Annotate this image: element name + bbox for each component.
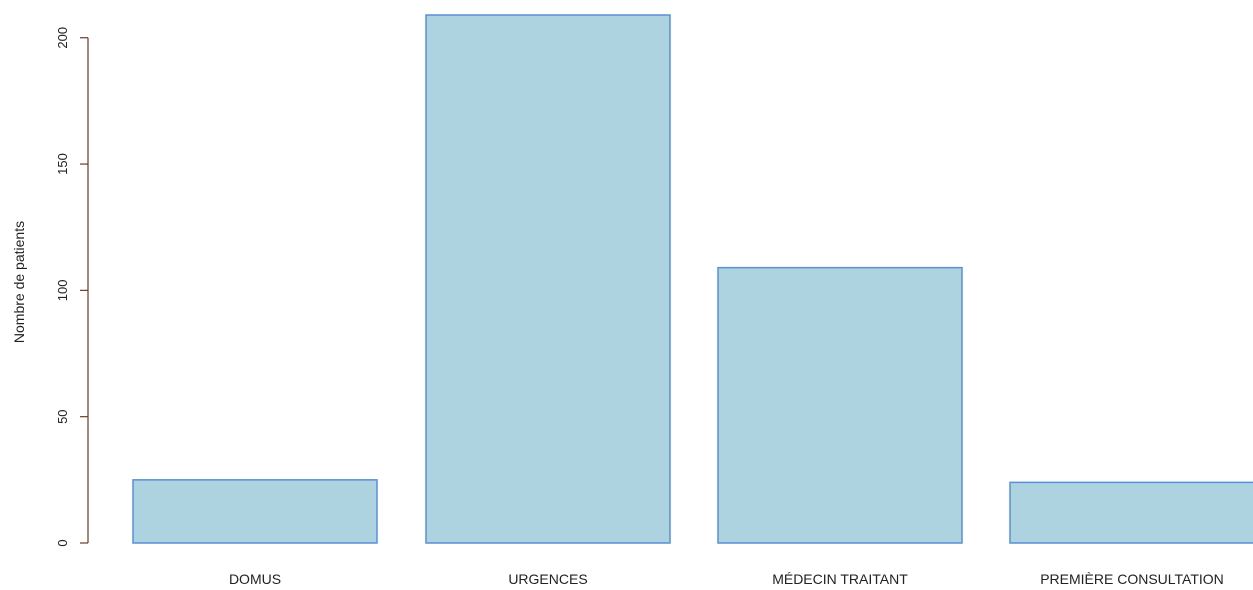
- x-axis-labels: DOMUS URGENCES MÉDECIN TRAITANT PREMIÈRE CO…: [229, 571, 1224, 587]
- x-tick-label: URGENCES: [508, 571, 587, 587]
- bar-domus: [132, 479, 378, 544]
- y-tick-label: 100: [55, 280, 70, 302]
- y-tick-label: 50: [55, 409, 70, 423]
- x-tick-label: MÉDECIN TRAITANT: [772, 571, 908, 587]
- y-tick-label: 0: [55, 539, 70, 546]
- bar-m-decin-traitant: [717, 266, 963, 544]
- y-axis-title: Nombre de patients: [11, 221, 27, 343]
- y-tick-label: 200: [55, 27, 70, 49]
- y-axis: 0 50 100 150 200: [55, 27, 89, 547]
- y-tick-label: 150: [55, 153, 70, 175]
- bar-urgences: [425, 14, 671, 544]
- bar-premi-re-consultation: [1009, 481, 1253, 544]
- x-tick-label: PREMIÈRE CONSULTATION: [1040, 571, 1224, 587]
- bars-group: [132, 14, 1253, 544]
- x-tick-label: DOMUS: [229, 571, 281, 587]
